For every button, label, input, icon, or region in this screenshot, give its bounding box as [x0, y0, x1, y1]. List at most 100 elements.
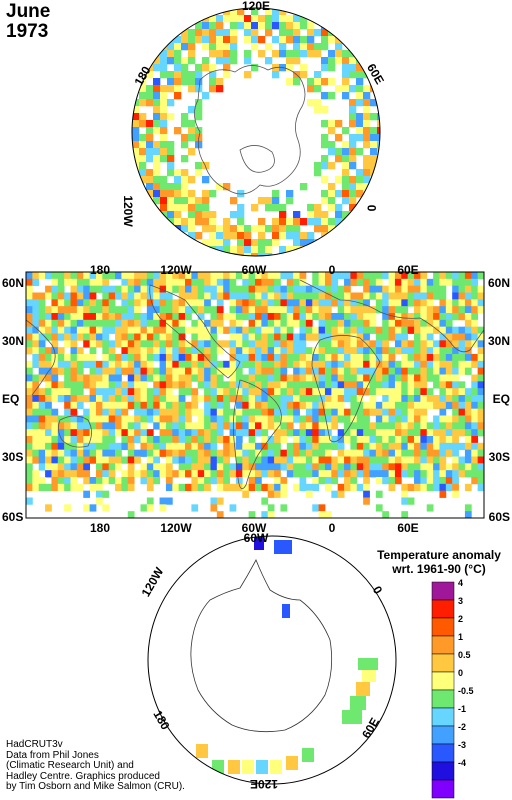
world-anomaly-cell [210, 422, 218, 430]
world-anomaly-cell [344, 292, 351, 300]
north-anomaly-cell [160, 57, 168, 65]
world-anomaly-cell [433, 422, 440, 430]
world-anomaly-cell [235, 319, 243, 328]
credit-line-1: HadCRUT3v [6, 739, 63, 750]
world-anomaly-cell [394, 442, 402, 451]
world-anomaly-cell [261, 306, 269, 314]
world-anomaly-cell [140, 292, 148, 300]
world-anomaly-cell [318, 456, 326, 464]
north-anomaly-cell [146, 148, 154, 156]
world-anomaly-cell [185, 347, 192, 355]
world-anomaly-cell [26, 401, 33, 410]
north-anomaly-cell [258, 197, 266, 205]
world-anomaly-cell [369, 292, 377, 300]
world-anomaly-cell [274, 436, 281, 444]
world-anomaly-cell [286, 449, 294, 457]
world-anomaly-cell [140, 429, 148, 437]
world-anomaly-cell [274, 381, 281, 389]
world-anomaly-cell [439, 442, 447, 451]
world-anomaly-cell [38, 306, 46, 314]
north-anomaly-cell [216, 15, 224, 23]
world-anomaly-cell [140, 504, 148, 512]
world-anomaly-cell [108, 285, 116, 293]
north-anomaly-cell [202, 211, 210, 219]
world-anomaly-cell [51, 388, 59, 396]
world-anomaly-cell [363, 436, 370, 444]
north-anomaly-cell [265, 204, 273, 212]
north-anomaly-cell [251, 36, 259, 44]
north-anomaly-cell [209, 85, 217, 93]
world-anomaly-cell [89, 388, 97, 396]
world-anomaly-cell [197, 456, 205, 464]
world-bottom-label-0: 0 [329, 521, 336, 535]
world-anomaly-cell [127, 429, 135, 437]
north-anomaly-cell [251, 225, 259, 233]
world-anomaly-cell [318, 511, 326, 518]
north-anomaly-cell [307, 204, 315, 212]
world-anomaly-cell [127, 333, 135, 341]
world-anomaly-cell [242, 374, 250, 382]
north-anomaly-cell [321, 190, 329, 198]
world-anomaly-cell [115, 456, 122, 464]
world-anomaly-cell [344, 360, 351, 369]
world-anomaly-cell [407, 285, 415, 293]
world-anomaly-cell [255, 415, 262, 423]
world-anomaly-cell [337, 401, 345, 410]
world-anomaly-cell [293, 388, 300, 396]
world-anomaly-cell [445, 429, 453, 437]
world-anomaly-cell [204, 306, 211, 314]
world-anomaly-cell [146, 306, 154, 314]
world-anomaly-cell [51, 415, 59, 423]
north-anomaly-cell [195, 8, 203, 16]
world-anomaly-cell [191, 470, 199, 478]
world-anomaly-cell [242, 395, 250, 403]
world-anomaly-cell [471, 292, 479, 300]
world-anomaly-cell [344, 272, 351, 280]
north-anomaly-cell [153, 218, 161, 226]
world-anomaly-cell [299, 381, 307, 389]
world-anomaly-cell [452, 415, 459, 423]
world-anomaly-cell [426, 347, 434, 355]
north-anomaly-cell [328, 36, 336, 44]
world-anomaly-cell [153, 381, 160, 389]
world-anomaly-cell [121, 401, 129, 410]
world-anomaly-cell [242, 463, 250, 471]
world-anomaly-cell [261, 333, 269, 341]
world-anomaly-cell [445, 470, 453, 478]
world-anomaly-cell [216, 381, 224, 389]
world-anomaly-cell [248, 511, 256, 518]
world-anomaly-cell [255, 422, 262, 430]
world-anomaly-cell [89, 395, 97, 403]
world-anomaly-cell [235, 285, 243, 293]
north-anomaly-cell [342, 169, 350, 177]
north-anomaly-cell [139, 8, 147, 16]
world-anomaly-cell [293, 299, 300, 307]
world-anomaly-cell [382, 360, 389, 369]
world-anomaly-cell [26, 483, 33, 492]
world-anomaly-cell [388, 306, 396, 314]
north-anomaly-cell [174, 22, 182, 30]
south-anomaly-cell [302, 748, 314, 762]
north-anomaly-cell [279, 43, 287, 51]
north-anomaly-cell [230, 50, 238, 58]
world-anomaly-cell [312, 408, 320, 416]
coastline-australia [58, 415, 92, 448]
world-anomaly-cell [146, 272, 154, 280]
world-anomaly-cell [261, 272, 269, 280]
world-anomaly-cell [388, 442, 396, 451]
north-anomaly-cell [363, 106, 371, 114]
world-anomaly-cell [210, 449, 218, 457]
world-anomaly-cell [89, 408, 97, 416]
world-anomaly-cell [477, 333, 484, 341]
world-anomaly-cell [146, 483, 154, 492]
north-anomaly-cell [349, 15, 357, 23]
north-anomaly-cell [377, 8, 380, 16]
north-anomaly-cell [132, 106, 140, 114]
world-anomaly-cell [32, 401, 40, 410]
world-anomaly-cell [375, 374, 383, 382]
world-anomaly-cell [414, 360, 421, 369]
world-anomaly-cell [26, 374, 33, 382]
north-anomaly-cell [356, 92, 364, 100]
world-anomaly-cell [471, 374, 479, 382]
north-anomaly-cell [139, 197, 147, 205]
